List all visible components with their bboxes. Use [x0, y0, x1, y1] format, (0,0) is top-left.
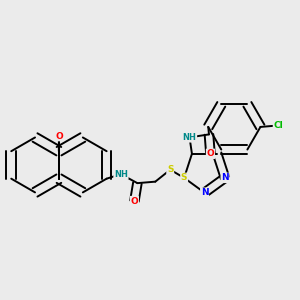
Text: S: S — [181, 173, 188, 182]
Text: NH: NH — [114, 170, 128, 179]
Text: N: N — [201, 188, 208, 197]
Text: O: O — [55, 132, 63, 141]
Text: NH: NH — [183, 133, 196, 142]
Text: O: O — [130, 196, 138, 206]
Text: Cl: Cl — [274, 121, 283, 130]
Text: N: N — [221, 173, 229, 182]
Text: O: O — [207, 149, 214, 158]
Text: S: S — [167, 165, 173, 174]
